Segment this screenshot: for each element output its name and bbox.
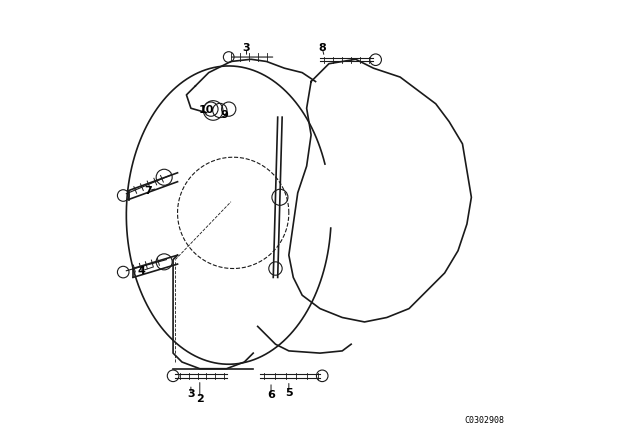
Text: 6: 6: [267, 390, 275, 401]
Text: 3: 3: [243, 43, 250, 53]
Text: 10: 10: [199, 105, 214, 116]
Text: C0302908: C0302908: [465, 416, 505, 425]
Text: 7: 7: [145, 185, 152, 196]
Text: 3: 3: [187, 389, 195, 399]
Text: 9: 9: [220, 110, 228, 120]
Text: 4: 4: [138, 266, 146, 276]
Text: 8: 8: [318, 43, 326, 53]
Text: 5: 5: [285, 388, 292, 398]
Text: 2: 2: [196, 393, 204, 404]
